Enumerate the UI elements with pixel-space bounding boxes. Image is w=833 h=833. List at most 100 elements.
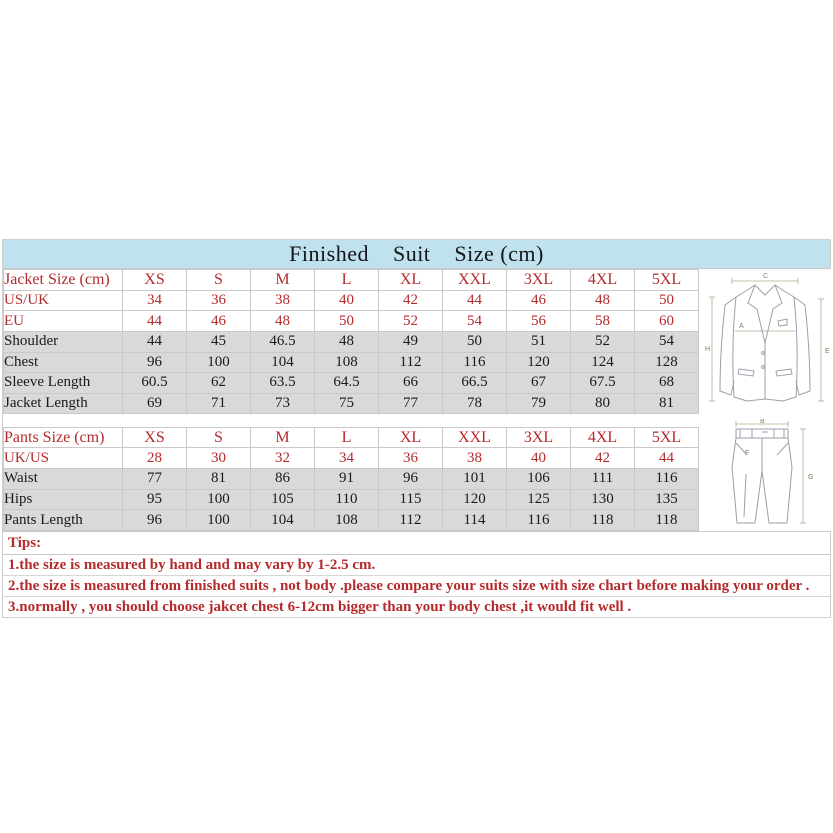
table-title: Finished Suit Size (cm) <box>289 241 544 266</box>
value-cell: 58 <box>570 310 635 332</box>
value-cell: 48 <box>570 289 635 312</box>
value-cell: 51 <box>506 330 571 353</box>
section-spacer-row <box>3 413 699 428</box>
pants-dim-b-label: B <box>760 419 765 425</box>
jacket-dim-h-label: H <box>705 346 710 353</box>
value-cell: 100 <box>186 488 251 511</box>
value-cell: 60 <box>634 310 699 332</box>
value-cell: 81 <box>634 392 699 415</box>
value-cell: 105 <box>250 488 315 511</box>
pants-size-XXL: XXL <box>442 426 507 449</box>
value-cell: 75 <box>314 392 379 415</box>
value-cell: 112 <box>378 509 443 531</box>
pants-row-pants-length: Pants Length 96 100 104 108 112 114 116 118 118 <box>3 509 699 531</box>
row-label: EU <box>3 310 123 332</box>
pants-dim-f-label: F <box>745 450 749 457</box>
value-cell: 96 <box>378 468 443 490</box>
tip-line-2: 2.the size is measured from finished sui… <box>3 576 830 597</box>
value-cell: 100 <box>186 509 251 531</box>
pants-size-M: M <box>250 426 315 449</box>
value-cell: 77 <box>378 392 443 415</box>
value-cell: 115 <box>378 488 443 511</box>
value-cell: 64.5 <box>314 372 379 394</box>
jacket-dim-e-label: E <box>825 348 830 355</box>
value-cell: 104 <box>250 351 315 374</box>
pants-size-label: Pants Size (cm) <box>3 426 123 449</box>
pants-row-hips: Hips 95 100 105 110 115 120 125 130 135 <box>3 488 699 511</box>
value-cell: 44 <box>122 310 187 332</box>
jacket-dim-a-label: A <box>739 323 744 330</box>
pants-illustration: B G F <box>731 419 813 524</box>
pants-size-S: S <box>186 426 251 449</box>
value-cell: 34 <box>122 289 187 312</box>
value-cell: 66.5 <box>442 372 507 394</box>
value-cell: 30 <box>186 447 251 470</box>
value-cell: 38 <box>442 447 507 470</box>
value-cell: 28 <box>122 447 187 470</box>
value-cell: 48 <box>314 330 379 353</box>
jacket-row-chest: Chest 96 100 104 108 112 116 120 124 128 <box>3 351 699 374</box>
value-cell: 118 <box>634 509 699 531</box>
value-cell: 54 <box>442 310 507 332</box>
value-cell: 56 <box>506 310 571 332</box>
jacket-size-M: M <box>250 269 315 291</box>
value-cell: 50 <box>442 330 507 353</box>
value-cell: 36 <box>378 447 443 470</box>
value-cell: 114 <box>442 509 507 531</box>
value-cell: 60.5 <box>122 372 187 394</box>
row-label: UK/US <box>3 447 123 470</box>
jacket-size-XL: XL <box>378 269 443 291</box>
value-cell: 66 <box>378 372 443 394</box>
row-label: Pants Length <box>3 509 123 531</box>
value-cell: 54 <box>634 330 699 353</box>
value-cell: 79 <box>506 392 571 415</box>
value-cell: 40 <box>506 447 571 470</box>
tips-list: 1.the size is measured by hand and may v… <box>3 555 830 617</box>
measurements-table: Jacket Size (cm) XS S M L XL XXL 3XL 4XL 5XL US/UK… <box>3 269 699 531</box>
row-label: Waist <box>3 468 123 490</box>
value-cell: 125 <box>506 488 571 511</box>
spacer-cell <box>3 413 699 428</box>
value-cell: 81 <box>186 468 251 490</box>
value-cell: 80 <box>570 392 635 415</box>
value-cell: 42 <box>378 289 443 312</box>
illustration-panel: C H E A <box>699 269 832 531</box>
value-cell: 36 <box>186 289 251 312</box>
value-cell: 46 <box>506 289 571 312</box>
value-cell: 100 <box>186 351 251 374</box>
pants-dim-g-label: G <box>808 474 813 481</box>
size-chart-table: Finished Suit Size (cm) Jacket Size (cm)… <box>2 239 832 618</box>
value-cell: 108 <box>314 351 379 374</box>
jacket-size-5XL: 5XL <box>634 269 699 291</box>
tips-heading: Tips: <box>3 531 830 555</box>
value-cell: 120 <box>442 488 507 511</box>
jacket-row-jacket-length: Jacket Length 69 71 73 75 77 78 79 80 81 <box>3 392 699 415</box>
value-cell: 96 <box>122 509 187 531</box>
tips-section: Tips: 1.the size is measured by hand and… <box>3 531 830 617</box>
value-cell: 32 <box>250 447 315 470</box>
value-cell: 116 <box>634 468 699 490</box>
value-cell: 68 <box>634 372 699 394</box>
tip-line-3: 3.normally , you should choose jakcet ch… <box>8 599 632 615</box>
jacket-dim-c-label: C <box>763 273 768 280</box>
value-cell: 86 <box>250 468 315 490</box>
value-cell: 50 <box>634 289 699 312</box>
pants-size-XS: XS <box>122 426 187 449</box>
value-cell: 49 <box>378 330 443 353</box>
value-cell: 52 <box>378 310 443 332</box>
value-cell: 78 <box>442 392 507 415</box>
jacket-size-header-row: Jacket Size (cm) XS S M L XL XXL 3XL 4XL 5XL <box>3 269 699 291</box>
value-cell: 118 <box>570 509 635 531</box>
value-cell: 110 <box>314 488 379 511</box>
value-cell: 120 <box>506 351 571 374</box>
value-cell: 34 <box>314 447 379 470</box>
value-cell: 46.5 <box>250 330 315 353</box>
value-cell: 40 <box>314 289 379 312</box>
value-cell: 48 <box>250 310 315 332</box>
pants-size-header-row: Pants Size (cm) XS S M L XL XXL 3XL 4XL 5XL <box>3 426 699 449</box>
value-cell: 52 <box>570 330 635 353</box>
value-cell: 116 <box>442 351 507 374</box>
value-cell: 46 <box>186 310 251 332</box>
jacket-size-XXL: XXL <box>442 269 507 291</box>
